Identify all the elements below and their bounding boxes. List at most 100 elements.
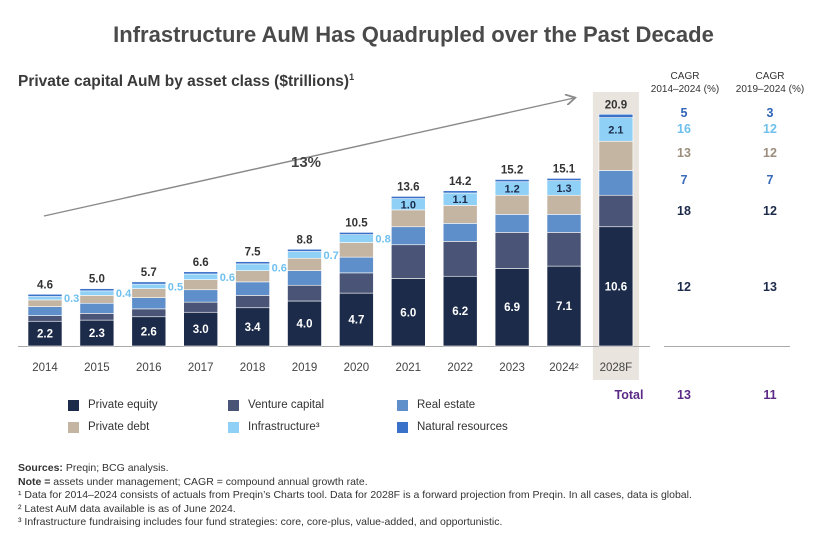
infrastructure-label-2015: 0.4 [116, 288, 132, 300]
cagr-header-2014-2024-line1: CAGR [670, 71, 700, 82]
cagr-2019-2024-venture-capital: 12 [763, 204, 777, 218]
cagr-2014-2024-real-estate: 7 [680, 173, 688, 187]
bar-segment-natural-resources-2019 [287, 248, 322, 252]
infrastructure-label-2019: 0.7 [324, 250, 339, 262]
bar-segment-venture-capital-2015 [79, 313, 115, 321]
total-label-2018: 7.5 [245, 247, 262, 259]
bar-segment-venture-capital-2024 [546, 232, 582, 267]
bar-segment-venture-capital-2019 [287, 284, 322, 302]
cagr-2014-2024-natural-resources: 5 [680, 106, 688, 120]
legend-item-real-estate: Real estate [397, 399, 475, 411]
bar-segment-private-debt-2022 [442, 205, 478, 224]
private-equity-label-2024: 7.1 [556, 301, 573, 313]
growth-arrow-label: 13% [291, 154, 321, 171]
bar-segment-private-debt-2017 [183, 279, 218, 291]
bar-segment-real-estate-2023 [494, 214, 530, 233]
legend-label-private-equity: Private equity [88, 399, 158, 411]
bar-segment-venture-capital-2018 [235, 295, 270, 309]
bar-segment-private-debt-2014 [27, 299, 63, 307]
bar-segment-infrastructure-2014 [27, 296, 63, 301]
cagr-2014-2024-infrastructure: 16 [677, 122, 691, 136]
stacked-bar-chart: 13% 4.6 2.2 0.3 2014 5.0 2.3 0.4 2015 5.7 2.6 0.5 20… [18, 92, 790, 402]
legend-item-natural-resources: Natural resources [397, 421, 508, 433]
total-label-2028f: 20.9 [605, 99, 627, 111]
bar-segment-private-debt-2023 [494, 194, 530, 215]
bar-segment-natural-resources-2014 [27, 293, 63, 297]
bar-segment-private-equity-2017 [183, 311, 218, 347]
bar-segment-real-estate-2024 [546, 214, 582, 233]
bar-segment-infrastructure-2020 [339, 234, 374, 243]
bar-segment-venture-capital-2020 [339, 272, 374, 294]
total-label-2014: 4.6 [37, 279, 53, 291]
bar-segment-real-estate-2015 [79, 302, 115, 314]
bar-segment-infrastructure-2017 [183, 273, 218, 280]
sources-text: Preqin; BCG analysis. [62, 462, 169, 474]
infrastructure-label-2024: 1.3 [556, 183, 571, 195]
bar-segment-infrastructure-2019 [287, 251, 322, 259]
bar-segment-real-estate-2018 [235, 281, 270, 296]
x-tick-label-2014: 2014 [32, 362, 58, 374]
bar-segment-natural-resources-2015 [79, 288, 115, 292]
bar-segment-real-estate-2022 [442, 223, 478, 242]
bar-segment-natural-resources-2022 [442, 190, 478, 194]
page-title: Infrastructure AuM Has Quadrupled over t… [113, 22, 714, 47]
legend-swatch-private-equity [68, 399, 79, 411]
legend-item-private-equity: Private equity [68, 399, 158, 411]
x-tick-label-2018: 2018 [240, 362, 266, 374]
private-equity-label-2017: 3.0 [193, 324, 209, 336]
chart-subtitle-text: Private capital AuM by asset class ($tri… [18, 73, 350, 91]
infrastructure-label-2023: 1.2 [504, 184, 519, 196]
private-equity-label-2019: 4.0 [297, 319, 313, 331]
bar-segment-venture-capital-2023 [494, 232, 530, 269]
bar-segment-venture-capital-2016 [131, 308, 167, 318]
footnote-1: ¹ Data for 2014–2024 consists of actuals… [18, 489, 692, 502]
bar-segment-private-debt-2019 [287, 257, 322, 271]
x-tick-label-2016: 2016 [136, 362, 162, 374]
bar-segment-real-estate-2028f [598, 170, 634, 196]
cagr-header-2019-2024-line2: 2019–2024 (%) [735, 83, 805, 95]
x-tick-label-2028f: 2028F [600, 362, 633, 374]
total-label-2017: 6.6 [193, 257, 209, 269]
bar-segment-private-debt-2021 [390, 209, 426, 228]
cagr-header-2014-2024: CAGR 2014–2024 (%) [640, 71, 730, 96]
legend-label-infrastructure: Infrastructure³ [248, 421, 320, 433]
bar-segment-real-estate-2016 [131, 297, 167, 310]
legend-swatch-natural-resources [397, 421, 408, 433]
bar-segment-natural-resources-2018 [235, 261, 270, 265]
legend-item-private-debt: Private debt [68, 421, 149, 433]
bar-segment-venture-capital-2028f [598, 194, 634, 228]
footnotes: Sources: Preqin; BCG analysis. Note = as… [18, 462, 692, 530]
bar-segment-private-debt-2018 [235, 270, 270, 283]
infrastructure-label-2022: 1.1 [453, 194, 468, 206]
bar-segment-natural-resources-2028f [598, 113, 634, 118]
total-label-2023: 15.2 [501, 165, 523, 177]
bar-segment-infrastructure-2016 [131, 283, 167, 289]
cagr-2014-2024-venture-capital: 18 [677, 204, 691, 218]
legend-label-venture-capital: Venture capital [248, 399, 325, 411]
total-label-2015: 5.0 [89, 274, 105, 286]
x-tick-label-2017: 2017 [188, 362, 214, 374]
private-equity-label-2022: 6.2 [452, 306, 468, 318]
legend-label-private-debt: Private debt [88, 421, 150, 433]
infrastructure-label-2028f: 2.1 [608, 124, 623, 136]
bar-segment-private-equity-2016 [131, 316, 167, 347]
legend-label-natural-resources: Natural resources [417, 421, 508, 433]
legend-swatch-venture-capital [228, 399, 239, 411]
total-label-2020: 10.5 [345, 217, 368, 229]
chart-subtitle-footnote-mark: 1 [349, 72, 355, 82]
bar-segment-private-equity-2028f [598, 226, 634, 347]
sources-label: Sources: [18, 462, 63, 474]
x-tick-label-2022: 2022 [447, 362, 473, 374]
cagr-2019-2024-private-debt: 12 [763, 146, 777, 160]
chart-subtitle: Private capital AuM by asset class ($tri… [18, 72, 354, 91]
bar-segment-natural-resources-2024 [546, 178, 582, 181]
private-equity-label-2018: 3.4 [245, 322, 262, 334]
bar-segment-private-equity-2024 [546, 265, 582, 347]
note-label: Note = [18, 475, 51, 488]
cagr-2019-2024-private-equity: 13 [763, 280, 777, 294]
bar-segment-real-estate-2017 [183, 289, 218, 303]
cagr-2019-2024-real-estate: 7 [766, 173, 774, 187]
bar-segment-private-debt-2024 [546, 194, 582, 215]
bar-segment-private-equity-2018 [235, 307, 270, 347]
sources-line: Sources: Preqin; BCG analysis. [18, 462, 692, 476]
